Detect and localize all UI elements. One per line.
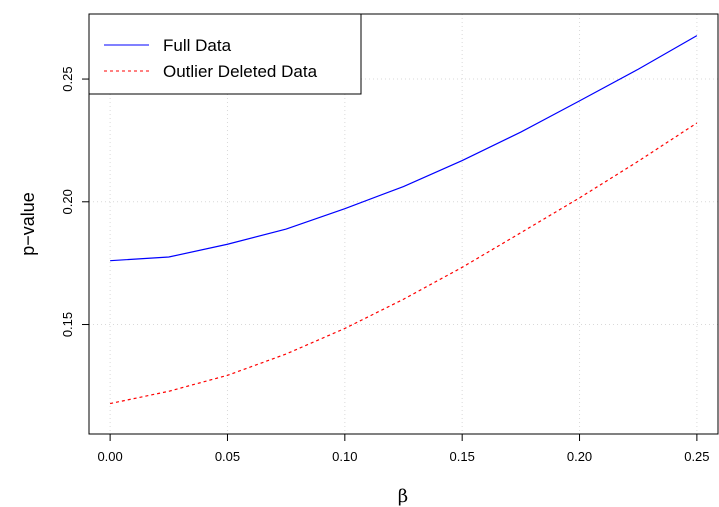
y-tick-label: 0.20	[60, 189, 75, 214]
x-tick-label: 0.15	[450, 449, 475, 464]
x-axis-title: β	[398, 486, 408, 507]
series-line-outlier-deleted-data	[109, 122, 698, 405]
legend-label-outlier-deleted-data: Outlier Deleted Data	[163, 62, 318, 81]
plot-frame	[88, 13, 719, 435]
y-tick-label: 0.25	[60, 66, 75, 91]
legend-label-full-data: Full Data	[163, 36, 232, 55]
y-tick-label: 0.15	[60, 312, 75, 337]
legend: Full Data Outlier Deleted Data	[88, 13, 362, 95]
x-tick-label: 0.10	[332, 449, 357, 464]
x-tick-label: 0.05	[215, 449, 240, 464]
y-axis-title: p−value	[18, 192, 38, 256]
series-layer	[109, 35, 698, 405]
x-tick-label: 0.25	[684, 449, 709, 464]
legend-box	[88, 13, 362, 95]
x-tick-label: 0.00	[97, 449, 122, 464]
series-line-full-data	[110, 35, 698, 262]
x-tick-label: 0.20	[567, 449, 592, 464]
axis-layer: 0.00 0.05 0.10 0.15 0.20 0.25 0.15 0.20 0.25	[60, 66, 710, 464]
